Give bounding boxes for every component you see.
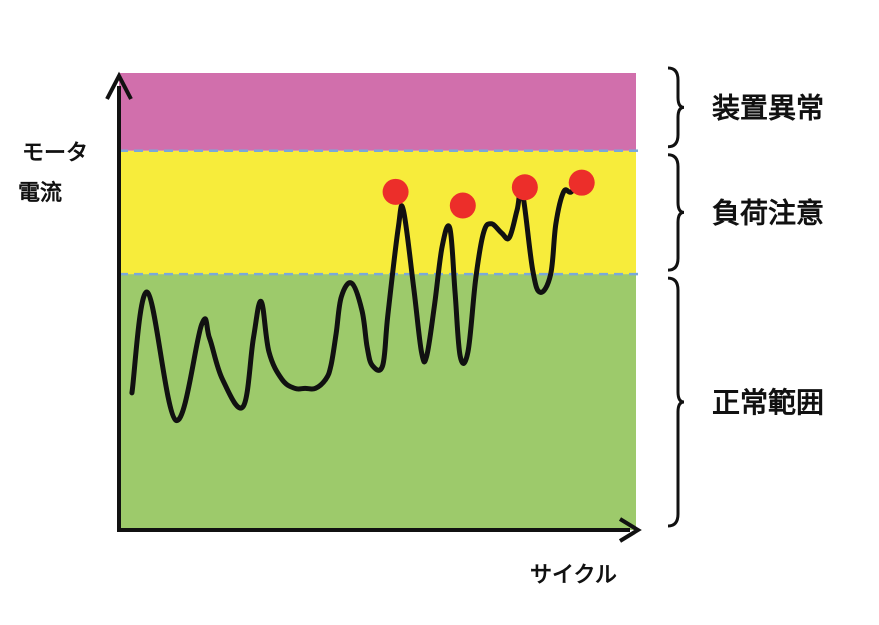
zone-braces — [667, 66, 685, 528]
zone-brace-0 — [667, 66, 685, 149]
highlight-point-2 — [511, 174, 538, 201]
zone-label-2: 正常範囲 — [712, 386, 824, 419]
highlight-point-3 — [568, 169, 595, 196]
highlight-point-0 — [382, 178, 409, 205]
y-axis-arrowhead — [105, 71, 133, 100]
zone-band-1 — [119, 150, 636, 275]
zone-band-0 — [119, 274, 636, 530]
x-axis-label: サイクル — [530, 563, 617, 588]
zone-brace-2 — [667, 276, 685, 528]
highlight-points — [382, 169, 595, 219]
zone-label-0: 装置異常 — [712, 91, 824, 124]
y-axis-label-line2: 電流 — [18, 180, 62, 206]
x-axis-arrowhead — [618, 517, 642, 543]
zone-brace-1 — [667, 153, 685, 272]
highlight-point-1 — [449, 192, 476, 219]
zone-bands — [119, 73, 636, 530]
y-axis-label-line1: モータ — [22, 141, 88, 166]
axes — [105, 71, 642, 543]
zone-band-2 — [119, 73, 636, 151]
threshold-lines — [119, 149, 640, 276]
zone-label-1: 負荷注意 — [712, 196, 824, 229]
